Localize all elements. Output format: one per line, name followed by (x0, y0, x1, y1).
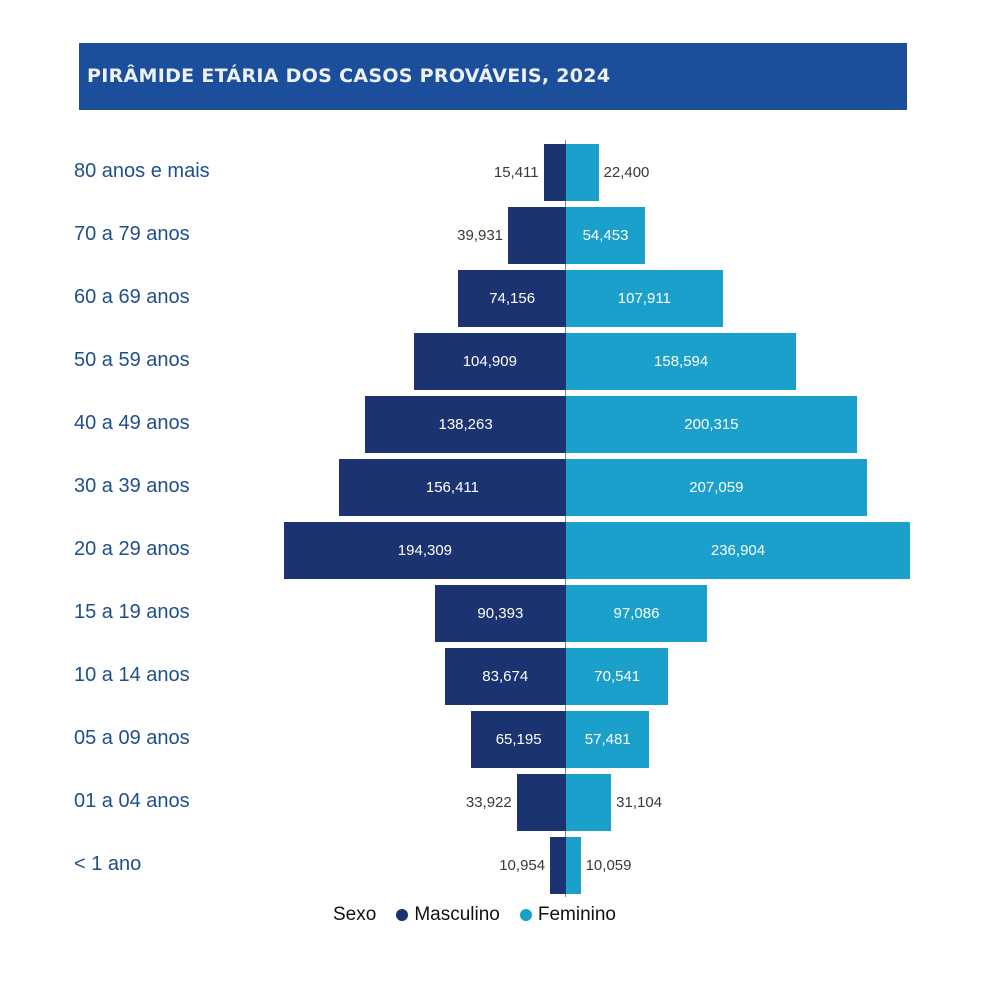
category-label: 10 a 14 anos (74, 664, 190, 686)
bar-feminino (566, 711, 650, 768)
bar-masculino (413, 333, 566, 390)
data-label-masculino: 104,909 (462, 352, 517, 370)
data-label-feminino: 207,059 (689, 478, 744, 496)
bar-masculino (434, 585, 566, 642)
legend-marker-masculino (396, 909, 409, 921)
category-label: 30 a 39 anos (74, 475, 190, 497)
data-label-feminino: 54,453 (582, 226, 629, 244)
data-label-feminino: 236,904 (710, 541, 766, 559)
legend-title: Sexo (333, 904, 377, 925)
data-label-masculino: 39,931 (457, 226, 504, 244)
bar-feminino (566, 396, 857, 453)
bar-feminino (566, 585, 707, 642)
data-label-feminino: 200,315 (684, 415, 739, 433)
chart-title: PIRÂMIDE ETÁRIA DOS CASOS PROVÁVEIS, 202… (87, 65, 611, 87)
bar-feminino (566, 333, 797, 390)
bar-masculino (471, 711, 566, 768)
data-label-masculino: 138,263 (438, 415, 493, 433)
category-label: 70 a 79 anos (74, 223, 190, 245)
category-label: < 1 ano (74, 853, 142, 875)
data-label-masculino: 15,411 (493, 163, 539, 181)
category-label: 05 a 09 anos (74, 727, 190, 749)
category-label: 40 a 49 anos (74, 412, 190, 434)
bar-feminino (566, 774, 612, 831)
category-label: 20 a 29 anos (74, 538, 190, 560)
legend: Sexo Masculino Feminino (333, 904, 616, 926)
category-label: 50 a 59 anos (74, 349, 190, 371)
bar-masculino (283, 522, 566, 579)
data-label-masculino: 83,674 (482, 667, 529, 685)
bar-feminino (566, 207, 646, 264)
bar-masculino (338, 459, 566, 516)
bar-feminino (566, 522, 910, 579)
bar-feminino (566, 837, 581, 894)
data-label-masculino: 194,309 (397, 541, 453, 559)
data-label-feminino: 70,541 (594, 667, 641, 685)
data-label-masculino: 90,393 (477, 604, 524, 622)
data-label-feminino: 22,400 (603, 163, 650, 181)
bar-feminino (566, 459, 867, 516)
legend-label-masculino: Masculino (414, 904, 500, 925)
data-label-masculino: 156,411 (425, 478, 479, 496)
bar-masculino (550, 837, 566, 894)
data-label-masculino: 65,195 (495, 730, 542, 748)
bar-feminino (566, 270, 723, 327)
category-label: 01 a 04 anos (74, 790, 190, 812)
category-label: 15 a 19 anos (74, 601, 190, 623)
bar-feminino (566, 648, 669, 705)
data-label-masculino: 33,922 (465, 793, 512, 811)
bar-masculino (444, 648, 566, 705)
data-label-masculino: 74,156 (489, 289, 536, 307)
bar-masculino (516, 774, 566, 831)
data-label-feminino: 107,911 (617, 289, 671, 307)
data-label-feminino: 57,481 (584, 730, 631, 748)
center-axis (565, 140, 566, 897)
data-label-feminino: 158,594 (654, 352, 709, 370)
data-label-feminino: 31,104 (616, 793, 663, 811)
bar-masculino (458, 270, 566, 327)
bar-masculino (365, 396, 566, 453)
data-label-feminino: 97,086 (613, 604, 660, 622)
legend-marker-feminino (519, 909, 532, 921)
bar-feminino (566, 144, 599, 201)
category-label: 60 a 69 anos (74, 286, 190, 308)
legend-label-feminino: Feminino (537, 904, 617, 925)
category-label: 80 anos e mais (74, 160, 210, 182)
data-label-masculino: 10,954 (499, 856, 546, 874)
bar-masculino (543, 144, 566, 201)
data-label-feminino: 10,059 (585, 856, 632, 874)
bar-masculino (508, 207, 566, 264)
title-banner: PIRÂMIDE ETÁRIA DOS CASOS PROVÁVEIS, 202… (79, 43, 907, 110)
